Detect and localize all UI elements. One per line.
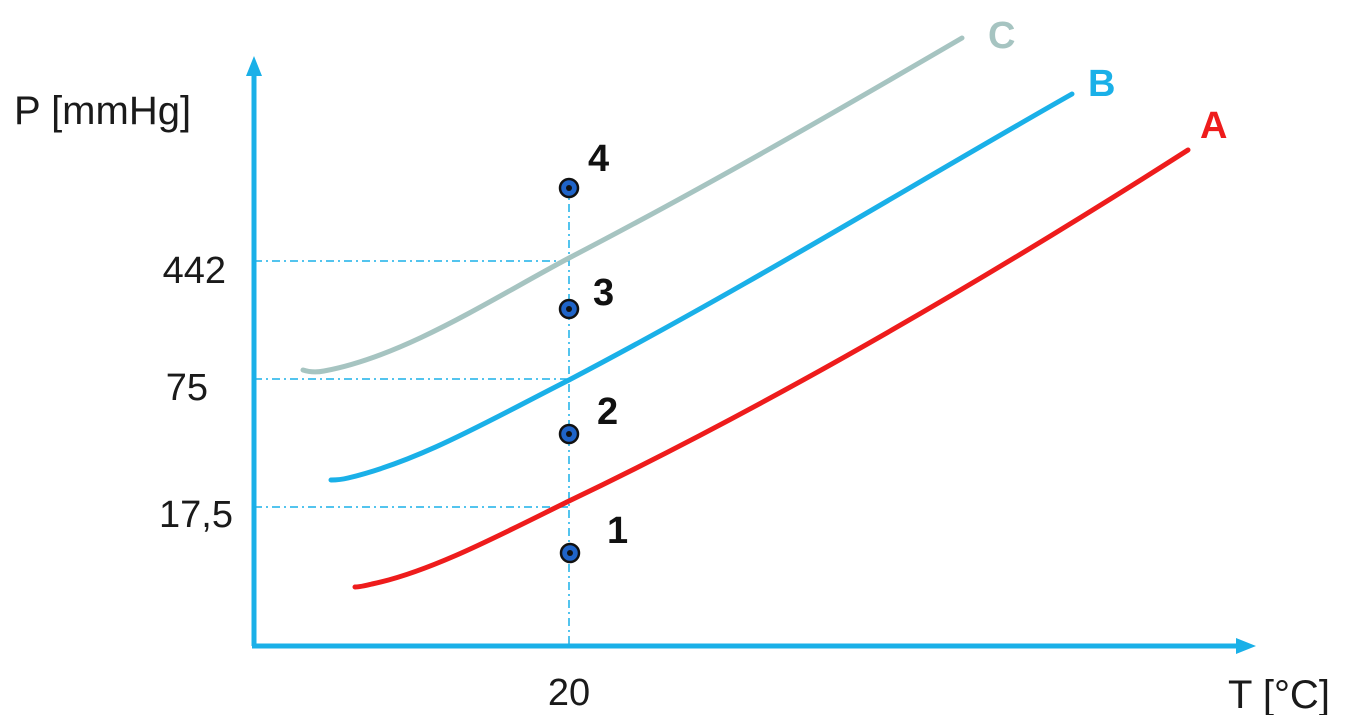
- curve-b: [328, 91, 1075, 483]
- state-point-2-dot: [566, 431, 572, 437]
- axes: [246, 56, 1256, 654]
- state-point-label-4: 4: [588, 138, 609, 180]
- state-point-3-dot: [566, 306, 572, 312]
- state-point-label-3: 3: [593, 272, 614, 314]
- curve-label-b: B: [1088, 63, 1115, 105]
- state-point-4: [558, 177, 580, 199]
- state-point-label-1: 1: [607, 510, 628, 552]
- state-point-label-2: 2: [597, 391, 618, 433]
- y-axis-title: P [mmHg]: [14, 89, 191, 133]
- y-tick-label-75: 75: [166, 367, 208, 409]
- state-points: [558, 177, 581, 564]
- state-point-2: [558, 423, 580, 445]
- guide-lines: [254, 186, 570, 645]
- x-tick-label-20: 20: [548, 672, 590, 714]
- x-axis-arrow: [1236, 638, 1256, 654]
- curve-a: [352, 147, 1191, 590]
- curve-label-c: C: [988, 15, 1015, 57]
- y-tick-label-17-5: 17,5: [159, 494, 233, 536]
- x-axis-title: T [°C]: [1228, 673, 1330, 715]
- curve-c: [300, 35, 965, 375]
- curves: [300, 35, 1191, 590]
- curve-label-a: A: [1200, 105, 1227, 147]
- y-tick-label-442: 442: [163, 250, 226, 292]
- state-point-3: [558, 298, 580, 320]
- state-point-1: [559, 542, 581, 564]
- y-axis-arrow: [246, 56, 262, 76]
- state-point-4-dot: [566, 185, 572, 191]
- state-point-1-dot: [567, 550, 573, 556]
